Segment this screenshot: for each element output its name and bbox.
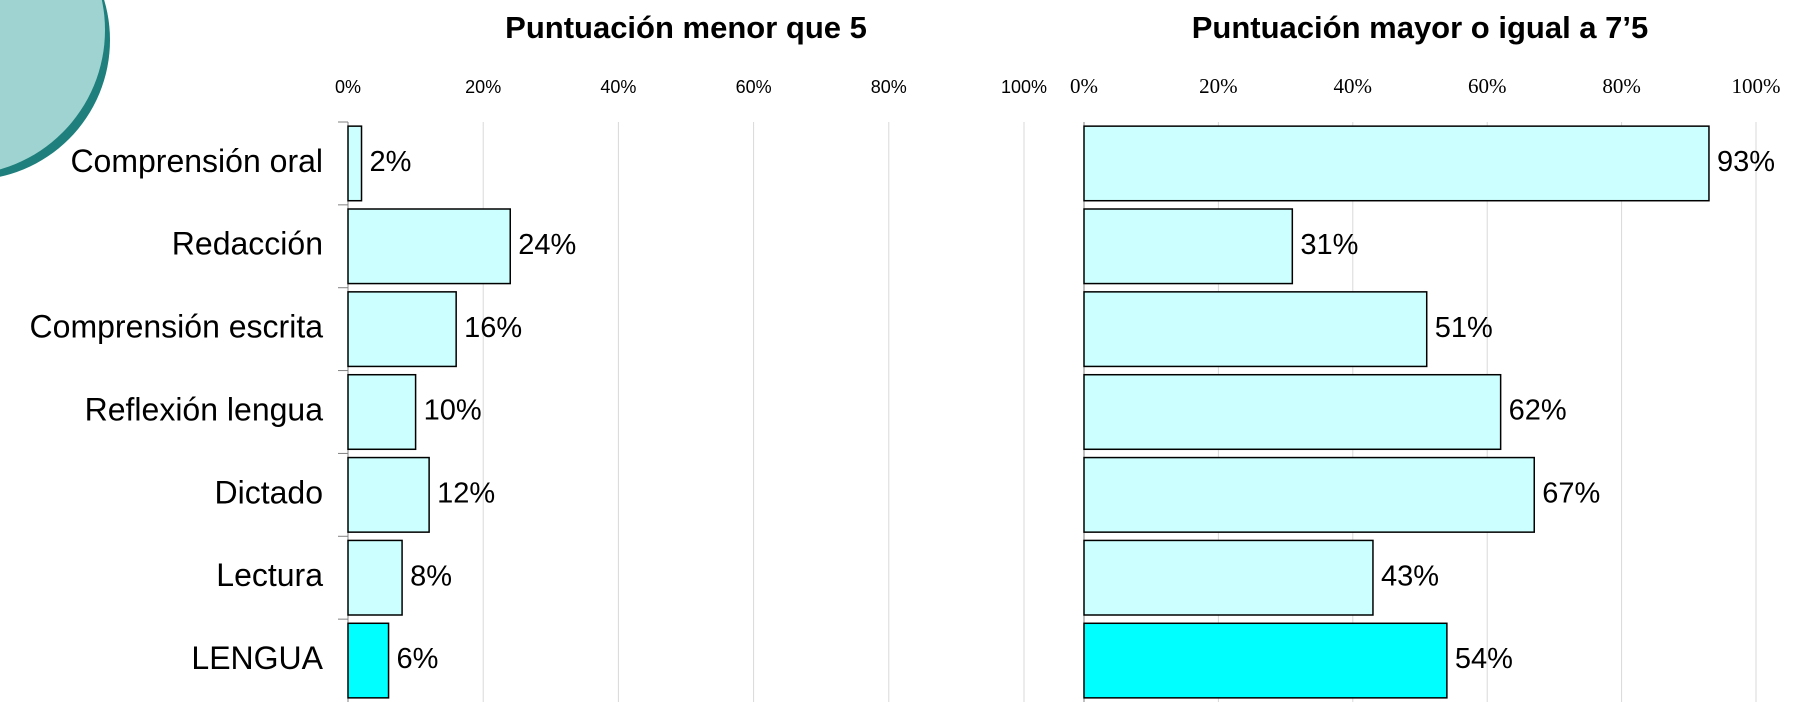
x-tick-label: 100% [1001,77,1047,97]
bar [1083,125,1710,202]
x-tick-label: 60% [1468,74,1507,98]
x-tick-label: 20% [1199,74,1238,98]
value-label: 6% [397,643,439,675]
bar [347,125,363,202]
bar [1083,539,1374,616]
bar [1083,208,1294,285]
x-tick-label: 80% [1602,74,1641,98]
value-label: 31% [1300,229,1358,261]
x-tick-label: 40% [1334,74,1373,98]
category-label: Comprensión oral [70,143,323,179]
bar [347,373,417,451]
category-label: Lectura [216,557,323,593]
value-label: 62% [1509,395,1567,427]
bar [1083,373,1502,451]
bar [347,291,457,368]
category-label: Dictado [215,474,324,510]
bar [1083,622,1448,699]
x-tick-label: 40% [600,77,636,97]
bar [347,208,511,285]
value-label: 12% [437,478,495,510]
category-label: Redacción [172,226,323,262]
bar [1083,456,1535,533]
chart-title: Puntuación menor que 5 [505,10,867,45]
value-label: 16% [464,312,522,344]
category-label: LENGUA [191,640,323,676]
category-label: Reflexión lengua [85,391,324,427]
x-tick-label: 0% [1070,74,1098,98]
value-label: 43% [1381,560,1439,592]
value-label: 10% [424,395,482,427]
value-label: 2% [370,146,412,178]
value-label: 67% [1542,478,1600,510]
bar [347,456,430,533]
chart-title: Puntuación mayor o igual a 7’5 [1192,10,1649,45]
bar [347,622,390,699]
x-tick-label: 60% [736,77,772,97]
category-label: Comprensión escrita [30,309,324,345]
value-label: 8% [410,560,452,592]
x-tick-label: 80% [871,77,907,97]
x-tick-label: 20% [465,77,501,97]
value-label: 93% [1717,146,1775,178]
bar [1083,291,1428,368]
value-label: 54% [1455,643,1513,675]
x-tick-label: 0% [335,77,361,97]
bar [347,539,403,616]
value-label: 51% [1435,312,1493,344]
x-tick-label: 100% [1732,74,1781,98]
decor-circle [0,0,105,170]
value-label: 24% [518,229,576,261]
